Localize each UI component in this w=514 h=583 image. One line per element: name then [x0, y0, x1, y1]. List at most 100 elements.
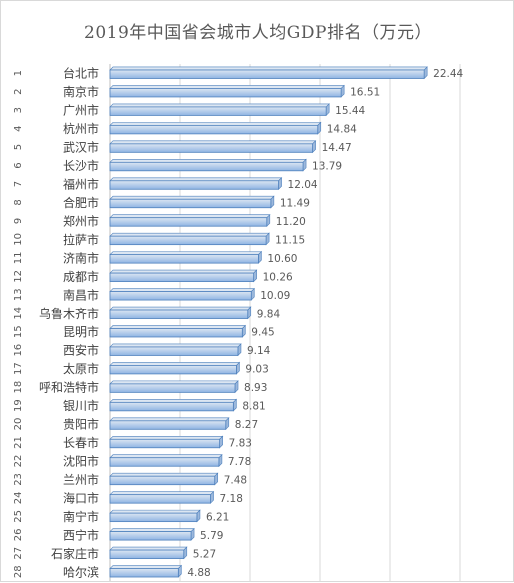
bar-top-face [109, 528, 195, 532]
category-label: 长沙市 [63, 158, 99, 173]
data-label: 7.48 [224, 474, 247, 486]
category-label: 合肥市 [63, 195, 99, 210]
bar [109, 272, 255, 282]
category-label: 银川市 [63, 398, 99, 413]
rank-label: 21 [13, 436, 24, 449]
category-label: 哈尔滨 [63, 564, 99, 579]
bar-top-face [109, 66, 428, 71]
bar-top-face [109, 491, 215, 495]
category-label: 兰州市 [63, 472, 99, 487]
rank-label: 18 [13, 381, 24, 394]
data-label: 5.27 [193, 548, 216, 560]
category-label: 济南市 [63, 250, 99, 265]
bar-top-face [109, 103, 330, 108]
data-label: 9.45 [251, 327, 274, 339]
bar [109, 69, 425, 79]
data-label: 9.84 [257, 308, 281, 320]
rank-label: 28 [13, 565, 24, 578]
bar [109, 161, 304, 172]
bar-top-face [109, 454, 223, 459]
bar [109, 531, 192, 541]
data-label: 16.51 [350, 87, 380, 99]
chart-title: 2019年中国省会城市人均GDP排名（万元） [84, 23, 432, 43]
bar [109, 512, 198, 523]
data-label: 14.47 [322, 142, 352, 154]
bar-top-face [109, 214, 271, 218]
data-label: 8.81 [242, 401, 265, 413]
data-label: 13.79 [312, 161, 342, 173]
bar [109, 401, 234, 412]
bar-top-face [109, 306, 252, 311]
category-label: 长春市 [63, 435, 99, 450]
bar [109, 180, 279, 190]
rank-label: 7 [13, 181, 24, 187]
category-label: 拉萨市 [63, 232, 99, 247]
rank-label: 12 [13, 270, 24, 283]
bar-top-face [109, 417, 230, 422]
rank-label: 17 [13, 362, 24, 375]
category-label: 贵阳市 [63, 417, 99, 432]
rank-label: 13 [13, 288, 24, 301]
category-label: 杭州市 [63, 121, 99, 136]
bar-top-face [109, 140, 317, 145]
data-label: 11.49 [280, 197, 310, 209]
rank-label: 9 [13, 218, 24, 224]
rank-label: 6 [13, 162, 24, 168]
bar [109, 143, 313, 153]
bar-top-face [109, 122, 322, 126]
bar [109, 309, 249, 319]
bar [109, 124, 319, 135]
category-label: 乌鲁木齐市 [39, 306, 99, 321]
category-label: 郑州市 [63, 213, 99, 228]
bar-top-face [109, 177, 283, 182]
rank-label: 11 [13, 252, 24, 265]
data-label: 7.78 [228, 456, 251, 468]
category-label: 昆明市 [63, 324, 99, 339]
bar-top-face [109, 85, 345, 89]
data-label: 10.60 [267, 253, 297, 265]
bar-top-face [109, 565, 183, 569]
bar-top-face [109, 343, 242, 348]
rank-label: 22 [13, 455, 24, 468]
rank-label: 27 [13, 547, 24, 560]
bar-top-face [109, 509, 201, 514]
rank-label: 19 [13, 399, 24, 412]
category-label: 南宁市 [63, 509, 99, 524]
data-label: 5.79 [200, 530, 223, 542]
bar [109, 475, 216, 486]
bar [109, 217, 268, 227]
bar-top-face [109, 159, 307, 163]
rank-label: 3 [13, 107, 24, 113]
category-label: 南京市 [63, 84, 99, 99]
category-label: 石家庄市 [51, 546, 99, 561]
category-label: 西安市 [63, 343, 99, 358]
bar-top-face [109, 399, 238, 403]
data-label: 10.09 [260, 290, 290, 302]
data-label: 14.84 [327, 124, 357, 136]
data-label: 9.14 [247, 345, 271, 357]
rank-label: 20 [13, 418, 24, 431]
bar-top-face [109, 288, 255, 292]
data-label: 22.44 [433, 68, 463, 80]
data-label: 15.44 [335, 105, 365, 117]
rank-label: 10 [13, 233, 24, 246]
data-label: 8.27 [235, 419, 258, 431]
rank-label: 14 [13, 307, 24, 320]
rank-label: 24 [13, 492, 24, 505]
bar [109, 346, 239, 356]
category-label: 南昌市 [63, 287, 99, 302]
rank-label: 16 [13, 344, 24, 357]
bar [109, 88, 342, 98]
rank-label: 2 [13, 89, 24, 95]
rank-label: 25 [13, 510, 24, 523]
category-label: 台北市 [63, 66, 99, 81]
data-label: 6.21 [206, 511, 229, 523]
bar-top-face [109, 546, 188, 551]
rank-label: 8 [13, 199, 24, 205]
bar [109, 291, 252, 301]
bar [109, 549, 185, 559]
bar [109, 254, 259, 264]
data-label: 12.04 [288, 179, 318, 191]
bar [109, 106, 327, 116]
